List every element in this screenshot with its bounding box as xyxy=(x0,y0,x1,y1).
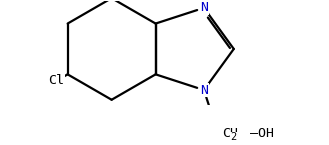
Text: CH: CH xyxy=(223,127,239,140)
Text: N: N xyxy=(200,84,208,97)
Text: 2: 2 xyxy=(231,132,237,142)
Text: Cl: Cl xyxy=(48,74,64,87)
Text: N: N xyxy=(200,1,208,14)
Text: —OH: —OH xyxy=(249,127,273,140)
